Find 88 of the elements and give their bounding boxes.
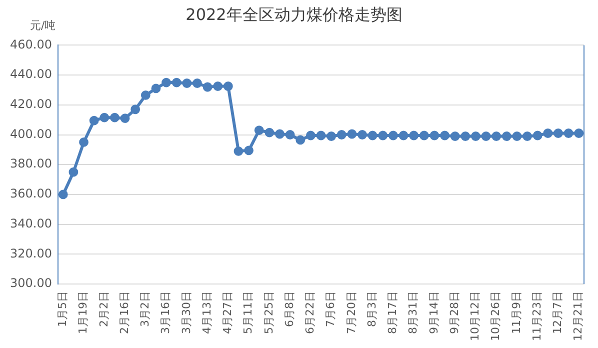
point <box>306 130 316 140</box>
point <box>275 129 284 139</box>
x-tick-label: 12月7日 <box>551 291 564 334</box>
y-tick-label: 320.00 <box>10 246 52 260</box>
x-tick-label: 2月2日 <box>97 291 110 328</box>
y-tick-label: 420.00 <box>10 97 52 112</box>
x-tick-label: 5月11日 <box>242 291 255 334</box>
point <box>234 146 244 156</box>
x-tick-label: 11月9日 <box>510 291 523 334</box>
y-tick-label: 380.00 <box>10 156 52 171</box>
x-tick-label: 9月28日 <box>448 291 461 334</box>
point <box>326 132 336 141</box>
x-tick-label: 10月12日 <box>468 291 482 342</box>
point <box>264 128 274 138</box>
point <box>574 128 584 138</box>
x-tick-label: 10月26日 <box>489 291 502 342</box>
x-tick-label: 5月25日 <box>262 291 276 334</box>
x-tick-label: 2月16日 <box>118 291 131 334</box>
x-tick-label: 4月13日 <box>200 291 214 334</box>
y-tick-label: 460.00 <box>10 37 52 52</box>
point <box>120 114 130 124</box>
point <box>223 82 233 91</box>
x-tick-label: 6月8日 <box>282 291 296 328</box>
point <box>419 130 429 140</box>
point <box>296 135 306 145</box>
point <box>554 128 563 138</box>
x-tick-label: 1月5日 <box>56 291 70 328</box>
x-tick-label: 4月27日 <box>221 291 234 334</box>
point <box>336 130 346 140</box>
y-tick-label: 300.00 <box>10 276 52 290</box>
point <box>502 132 512 141</box>
point <box>440 130 450 140</box>
point <box>522 132 532 141</box>
point <box>543 128 553 138</box>
point <box>388 130 398 140</box>
point <box>285 130 295 140</box>
point <box>471 132 480 141</box>
point <box>162 78 171 88</box>
chart-title: 2022年全区动力煤价格走势图 <box>186 4 402 24</box>
x-tick-label: 9月14日 <box>427 291 440 334</box>
point <box>130 104 140 114</box>
point <box>460 132 470 141</box>
point <box>347 129 357 139</box>
point <box>213 82 223 91</box>
x-tick-label: 11月23日 <box>530 291 544 342</box>
x-tick-label: 8月3日 <box>365 291 378 328</box>
y-tick-label: 340.00 <box>10 216 52 230</box>
point <box>358 130 367 140</box>
y-tick-label: 440.00 <box>10 67 52 82</box>
point <box>100 112 110 122</box>
x-tick-label: 3月30日 <box>180 291 193 334</box>
point <box>140 90 150 100</box>
x-tick-label: 12月21日 <box>572 291 585 342</box>
point <box>89 116 99 126</box>
point <box>398 130 408 140</box>
point <box>79 138 88 147</box>
point <box>202 82 212 92</box>
x-tick-label: 3月16日 <box>159 291 172 334</box>
point <box>68 167 78 177</box>
x-tick-label: 7月6日 <box>324 291 338 328</box>
point <box>151 84 161 94</box>
point <box>192 78 202 88</box>
y-axis-title: 元/吨 <box>30 18 56 33</box>
x-tick-label: 6月22日 <box>304 291 317 334</box>
x-tick-label: 1月19日 <box>76 291 90 334</box>
point <box>430 130 440 140</box>
point <box>172 78 182 88</box>
point <box>110 112 120 122</box>
x-tick-label: 8月17日 <box>386 291 400 334</box>
x-tick-label: 3月2日 <box>138 291 152 328</box>
point <box>512 132 522 141</box>
point <box>450 132 460 141</box>
y-tick-label: 360.00 <box>10 186 52 201</box>
x-tick-label: 7月20日 <box>344 291 358 334</box>
point <box>564 128 574 138</box>
point <box>532 130 542 140</box>
point <box>182 78 192 88</box>
point <box>409 130 419 140</box>
x-tick-label: 8月31日 <box>406 291 420 334</box>
point <box>58 190 68 200</box>
point <box>244 146 254 156</box>
point <box>481 132 491 141</box>
point <box>254 126 264 135</box>
point <box>316 130 326 140</box>
point <box>368 130 378 140</box>
point <box>378 130 388 140</box>
point <box>492 132 502 141</box>
y-tick-label: 400.00 <box>10 126 52 141</box>
